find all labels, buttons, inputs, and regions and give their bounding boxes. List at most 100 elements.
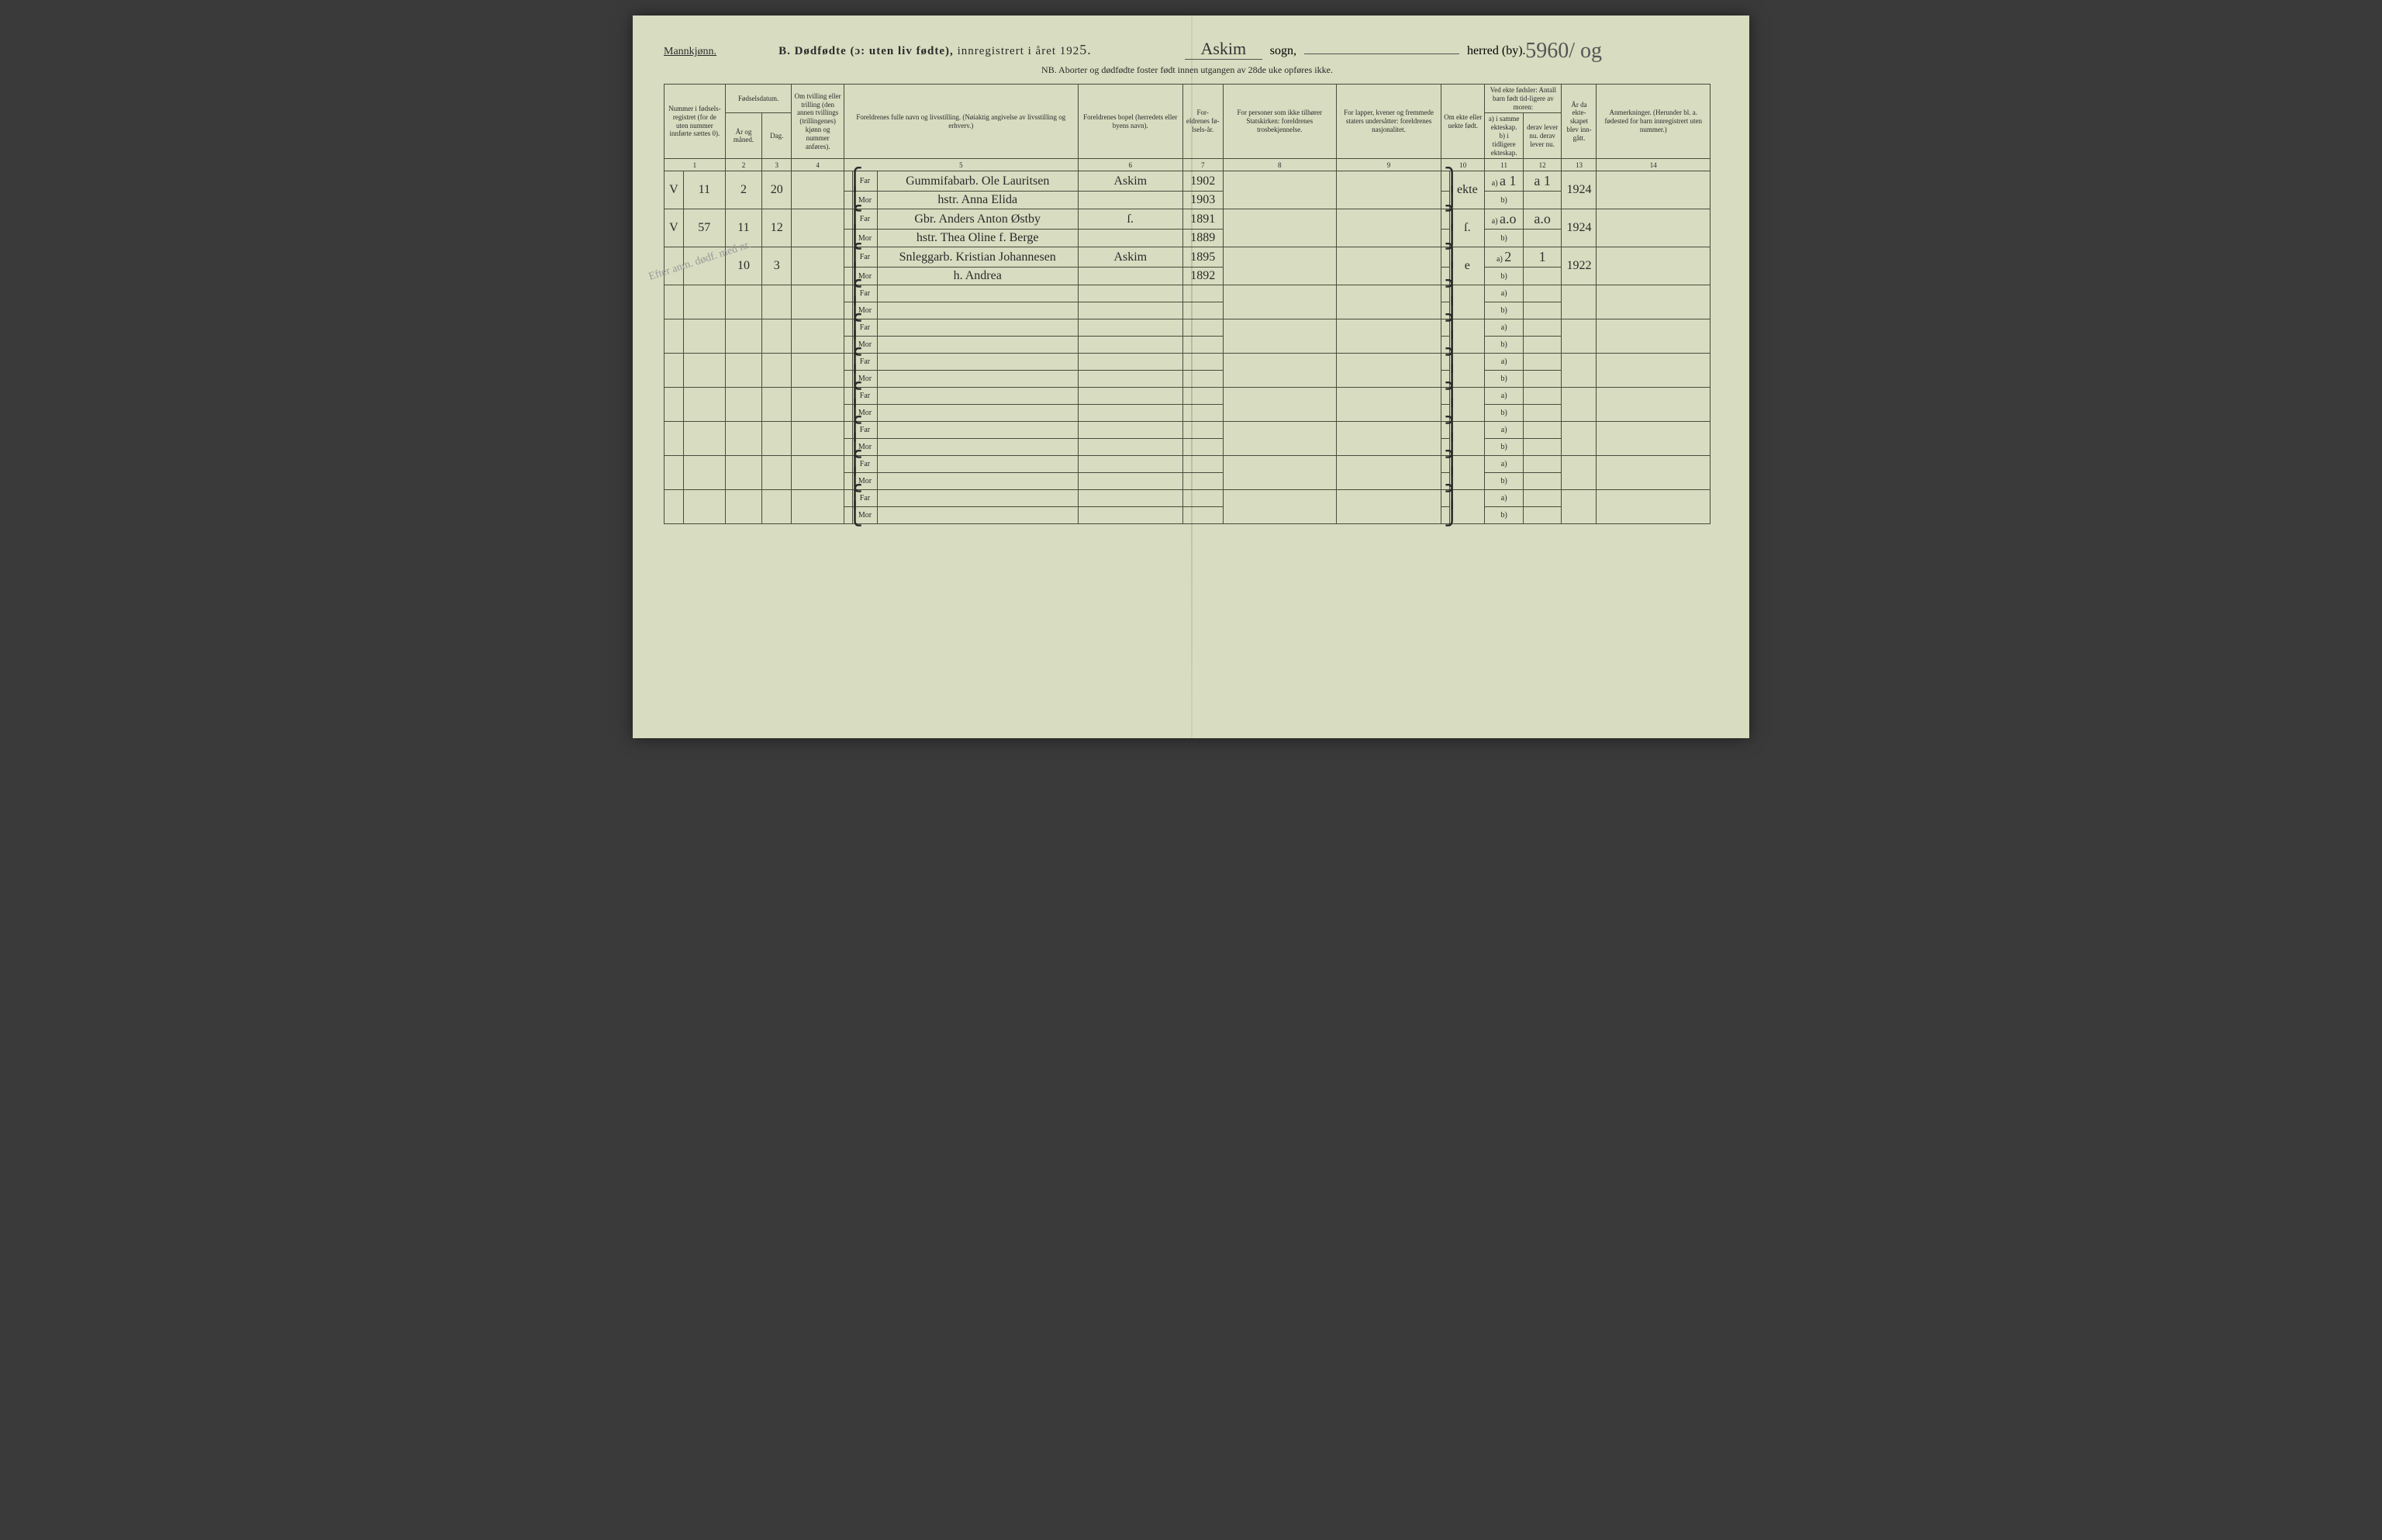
empty-cell [1078,388,1182,405]
empty-cell [792,354,844,388]
a-cell-12: 1 [1523,247,1562,268]
empty-cell [665,354,684,388]
brace-r-bot: ⎭ [1441,507,1450,524]
empty-cell [1523,371,1562,388]
empty-cell [1223,456,1336,490]
entry-row-far: 103⎧FarSnleggarb. Kristian JohannesenAsk… [665,247,1711,268]
empty-cell [1223,388,1336,422]
empty-cell [1523,422,1562,439]
colnum-2: 2 [725,159,761,171]
empty-cell [1182,507,1223,524]
a-cell-11: a) a.o [1485,209,1524,230]
empty-cell [1336,285,1441,319]
empty-cell [1078,302,1182,319]
table-header: Nummer i fødsels-registret (for de uten … [665,85,1711,171]
empty-cell [1078,371,1182,388]
empty-name [877,456,1078,473]
colnum-7: 7 [1182,159,1223,171]
empty-cell [683,490,725,524]
marriage-year: 1922 [1562,247,1597,285]
col-13-header: År da ekte-skapet blev inn-gått. [1562,85,1597,159]
col-date-header: Fødselsdatum. [725,85,792,113]
b-cell-11: b) [1485,268,1524,285]
empty-cell [1523,473,1562,490]
b-cell-11: b) [1485,230,1524,247]
empty-cell [1523,388,1562,405]
a-label: a) [1485,456,1524,473]
empty-name [877,302,1078,319]
empty-cell [1597,422,1711,456]
col-5-header: Foreldrenes fulle navn og livsstilling. … [844,85,1078,159]
empty-cell [1182,285,1223,302]
empty-cell [683,388,725,422]
mother-birthyear: 1889 [1182,230,1223,247]
empty-cell [1562,490,1597,524]
colnum-3: 3 [762,159,792,171]
empty-name [877,490,1078,507]
col-12-header: derav lever nu. derav lever nu. [1523,113,1562,159]
residence: Askim [1078,171,1182,192]
col-1-header: Nummer i fødsels-registret (for de uten … [665,85,726,159]
empty-cell [1523,319,1562,337]
mother-birthyear: 1903 [1182,192,1223,209]
colnum-6: 6 [1078,159,1182,171]
empty-cell [1182,337,1223,354]
religion-cell [1223,247,1336,285]
empty-cell [1597,354,1711,388]
colnum-1: 1 [665,159,726,171]
gender-label: Mannkjønn. [664,46,716,58]
col-4-header: Om tvilling eller trilling (den annen tv… [792,85,844,159]
empty-cell [725,354,761,388]
empty-cell [1523,302,1562,319]
empty-cell [1562,285,1597,319]
nationality-cell [1336,247,1441,285]
empty-cell [1182,456,1223,473]
empty-cell [762,319,792,354]
empty-cell [1523,405,1562,422]
residence-mor [1078,230,1182,247]
birth-day: 3 [762,247,792,285]
empty-name [877,354,1078,371]
herred-label: herred (by). [1467,44,1526,58]
empty-cell [725,388,761,422]
empty-cell [1078,422,1182,439]
empty-cell [1182,388,1223,405]
empty-cell [1182,302,1223,319]
empty-row-far: ⎧Far⎫a) [665,490,1711,507]
reg-number: 11 [683,171,725,209]
father-name: Gbr. Anders Anton Østby [877,209,1078,230]
empty-cell [1523,456,1562,473]
empty-cell [762,354,792,388]
religion-cell [1223,171,1336,209]
empty-cell [1182,473,1223,490]
empty-cell [665,422,684,456]
empty-cell [762,285,792,319]
twin-cell [792,247,844,285]
empty-cell [1523,285,1562,302]
a-label: a) [1485,319,1524,337]
empty-cell [1223,422,1336,456]
empty-name [877,285,1078,302]
empty-cell [1562,319,1597,354]
register-table: Nummer i fødsels-registret (for de uten … [664,84,1711,524]
check-mark: V [665,171,684,209]
register-page: 5960/ og Mannkjønn. B. Dødfødte (ɔ: uten… [633,16,1749,738]
empty-name [877,405,1078,422]
empty-name [877,473,1078,490]
religion-cell [1223,209,1336,247]
twin-cell [792,171,844,209]
empty-name [877,507,1078,524]
b-cell-12 [1523,268,1562,285]
marriage-year: 1924 [1562,209,1597,247]
col-6-header: Foreldrenes bopel (herredets eller byens… [1078,85,1182,159]
empty-cell [792,285,844,319]
empty-cell [1336,456,1441,490]
b-cell-12 [1523,230,1562,247]
remarks-cell [1597,247,1711,285]
father-birthyear: 1902 [1182,171,1223,192]
empty-cell [1562,456,1597,490]
colnum-12: 12 [1523,159,1562,171]
a-label: a) [1485,490,1524,507]
empty-cell [1078,337,1182,354]
empty-cell [683,422,725,456]
